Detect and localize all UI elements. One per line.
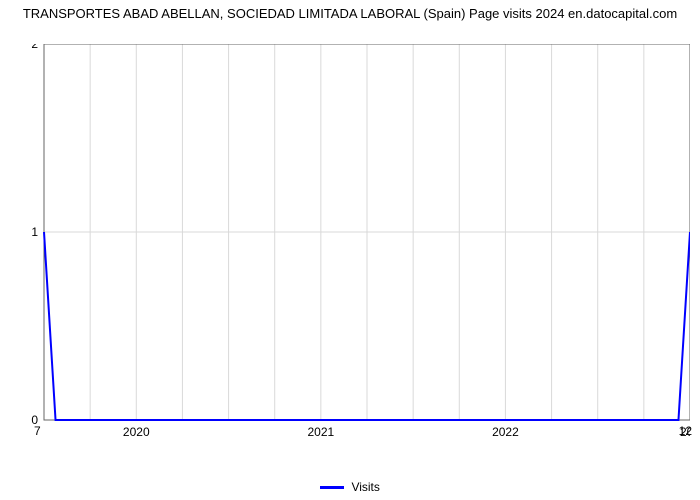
legend-label: Visits (351, 480, 379, 494)
legend: Visits (0, 479, 700, 494)
svg-text:1: 1 (31, 225, 38, 239)
svg-text:2020: 2020 (123, 425, 150, 439)
svg-text:2: 2 (31, 44, 38, 51)
chart-title: TRANSPORTES ABAD ABELLAN, SOCIEDAD LIMIT… (0, 0, 700, 23)
chart-svg: 012202020212022202 (30, 44, 690, 454)
corner-label-bl: 7 (34, 424, 41, 438)
svg-text:2021: 2021 (308, 425, 335, 439)
legend-swatch (320, 486, 344, 489)
chart-area: 012202020212022202 7 12 (30, 44, 690, 454)
svg-text:2022: 2022 (492, 425, 519, 439)
corner-label-br: 12 (679, 424, 692, 438)
